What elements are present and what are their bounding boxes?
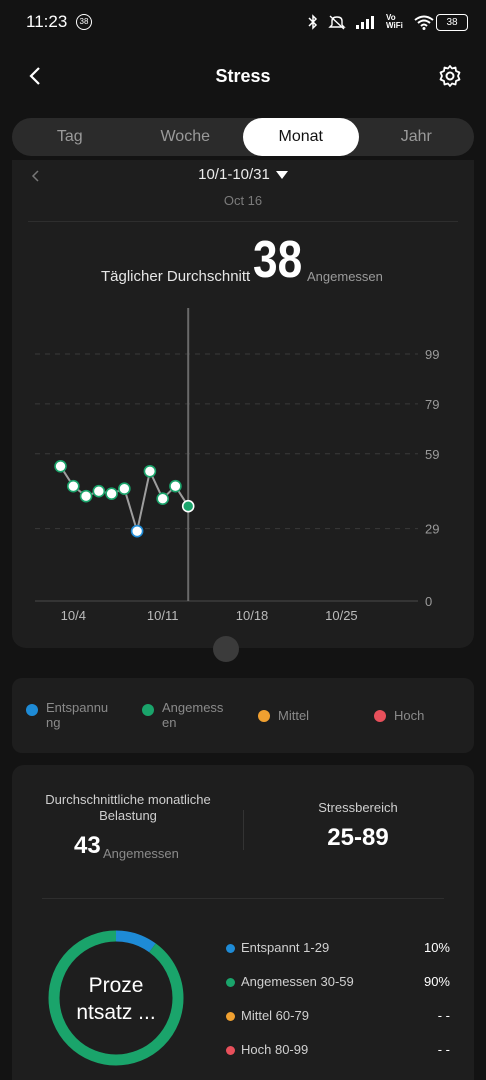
- divider: [28, 221, 458, 222]
- legend-dot: [258, 710, 270, 722]
- row-dot: [226, 978, 235, 987]
- row-dot: [226, 944, 235, 953]
- row-percent: - -: [437, 1042, 450, 1057]
- scrub-handle[interactable]: [213, 636, 239, 662]
- data-point: [54, 459, 67, 473]
- signal-icon: [356, 16, 374, 29]
- row-label: Mittel 60-79: [241, 1008, 309, 1023]
- notification-badge: 38: [76, 14, 92, 30]
- previous-period-icon[interactable]: [30, 170, 42, 182]
- row-percent: 10%: [423, 940, 450, 955]
- x-tick-label: 10/11: [147, 608, 179, 623]
- vertical-divider: [243, 810, 244, 850]
- monthly-average-label: Durchschnittliche monatliche Belastung: [45, 792, 211, 823]
- legend-entspannung: Entspannung: [26, 700, 112, 730]
- status-time: 11:23: [26, 12, 68, 31]
- y-tick-label: 0: [425, 594, 432, 609]
- y-tick-label: 29: [425, 522, 439, 537]
- selected-date: Oct 16: [223, 193, 263, 208]
- legend-hoch: Hoch: [374, 708, 464, 723]
- x-tick-label: 10/4: [61, 608, 86, 623]
- legend-mittel: Mittel: [258, 708, 348, 723]
- legend-dot: [374, 710, 386, 722]
- daily-average-level: Angemessen: [307, 269, 383, 284]
- back-arrow-icon[interactable]: [24, 64, 48, 88]
- x-tick-label: 10/18: [236, 608, 269, 623]
- legend-label: Mittel: [278, 708, 310, 723]
- data-point: [92, 484, 106, 498]
- donut-segment: [48, 930, 184, 1066]
- tab-tag[interactable]: Tag: [56, 128, 83, 145]
- divider: [42, 898, 444, 899]
- series-line: [59, 465, 190, 532]
- battery-indicator: 38: [436, 14, 468, 31]
- distribution-row-entspannt: Entspannt 1-29 10%: [226, 940, 450, 960]
- distribution-row-mittel: Mittel 60-79 - -: [226, 1008, 450, 1028]
- tab-monat[interactable]: Monat: [243, 118, 359, 156]
- data-point: [79, 489, 93, 503]
- data-point: [181, 499, 195, 513]
- tab-jahr[interactable]: Jahr: [400, 128, 432, 145]
- legend-label: Angemessen: [162, 700, 224, 730]
- row-dot: [226, 1012, 235, 1021]
- mute-icon: [328, 15, 346, 30]
- settings-gear-icon[interactable]: [438, 64, 462, 88]
- data-point: [130, 524, 144, 538]
- legend-angemessen: Angemessen: [142, 700, 228, 730]
- data-point: [67, 479, 80, 493]
- data-point: [156, 492, 169, 506]
- vowifi-label: Vo WiFi: [386, 13, 403, 30]
- daily-average-value: 38: [253, 231, 303, 289]
- row-percent: 90%: [423, 974, 450, 989]
- row-label: Entspannt 1-29: [241, 940, 330, 955]
- tab-woche[interactable]: Woche: [160, 128, 210, 145]
- legend-card: Entspannung Angemessen Mittel Hoch: [12, 678, 474, 753]
- wifi-icon: [414, 15, 434, 30]
- donut-center-line1: Proze: [88, 974, 144, 997]
- stress-range-label: Stressbereich: [318, 800, 398, 815]
- data-point: [169, 479, 182, 493]
- period-tabs: Tag Woche Monat Jahr: [12, 118, 474, 156]
- monthly-average-level: Angemessen: [103, 846, 179, 861]
- legend-label: Hoch: [394, 708, 425, 723]
- row-dot: [226, 1046, 235, 1055]
- row-percent: - -: [437, 1008, 450, 1023]
- donut-center-text: Proze ntsatz ...: [56, 972, 176, 1026]
- period-range-label: 10/1-10/31: [198, 166, 270, 183]
- top-bar: Stress: [0, 56, 486, 100]
- row-label: Hoch 80-99: [241, 1042, 309, 1057]
- daily-average: Täglicher Durchschnitt 38 Angemessen: [0, 232, 486, 288]
- daily-average-label: Täglicher Durchschnitt: [101, 268, 251, 285]
- page-title: Stress: [215, 66, 271, 86]
- donut-center-line2: ntsatz ...: [76, 1001, 156, 1024]
- status-icons: Vo WiFi: [308, 14, 434, 30]
- bluetooth-icon: [308, 14, 318, 30]
- distribution-donut-chart: [48, 930, 184, 1066]
- y-tick-label: 59: [425, 447, 439, 462]
- monthly-average-value: 43: [74, 832, 101, 859]
- data-point: [118, 482, 131, 496]
- legend-dot: [26, 704, 38, 716]
- legend-dot: [142, 704, 154, 716]
- status-bar: 11:23 38 Vo WiFi 38: [0, 0, 486, 46]
- x-tick-label: 10/25: [325, 608, 358, 623]
- stress-line-chart[interactable]: 0 29 59 79 99 10/4 10/11 10/18 10/25: [0, 300, 486, 630]
- distribution-row-hoch: Hoch 80-99 - -: [226, 1042, 450, 1062]
- y-tick-label: 99: [425, 347, 439, 362]
- dropdown-caret-icon: [275, 171, 288, 180]
- data-point: [143, 464, 157, 478]
- legend-label: Entspannung: [46, 700, 109, 730]
- stress-range-value: 25-89: [327, 824, 389, 851]
- y-tick-label: 79: [425, 397, 439, 412]
- data-point: [105, 487, 118, 501]
- period-range-selector[interactable]: 10/1-10/31: [0, 166, 486, 183]
- distribution-row-angemessen: Angemessen 30-59 90%: [226, 974, 450, 994]
- row-label: Angemessen 30-59: [241, 974, 354, 989]
